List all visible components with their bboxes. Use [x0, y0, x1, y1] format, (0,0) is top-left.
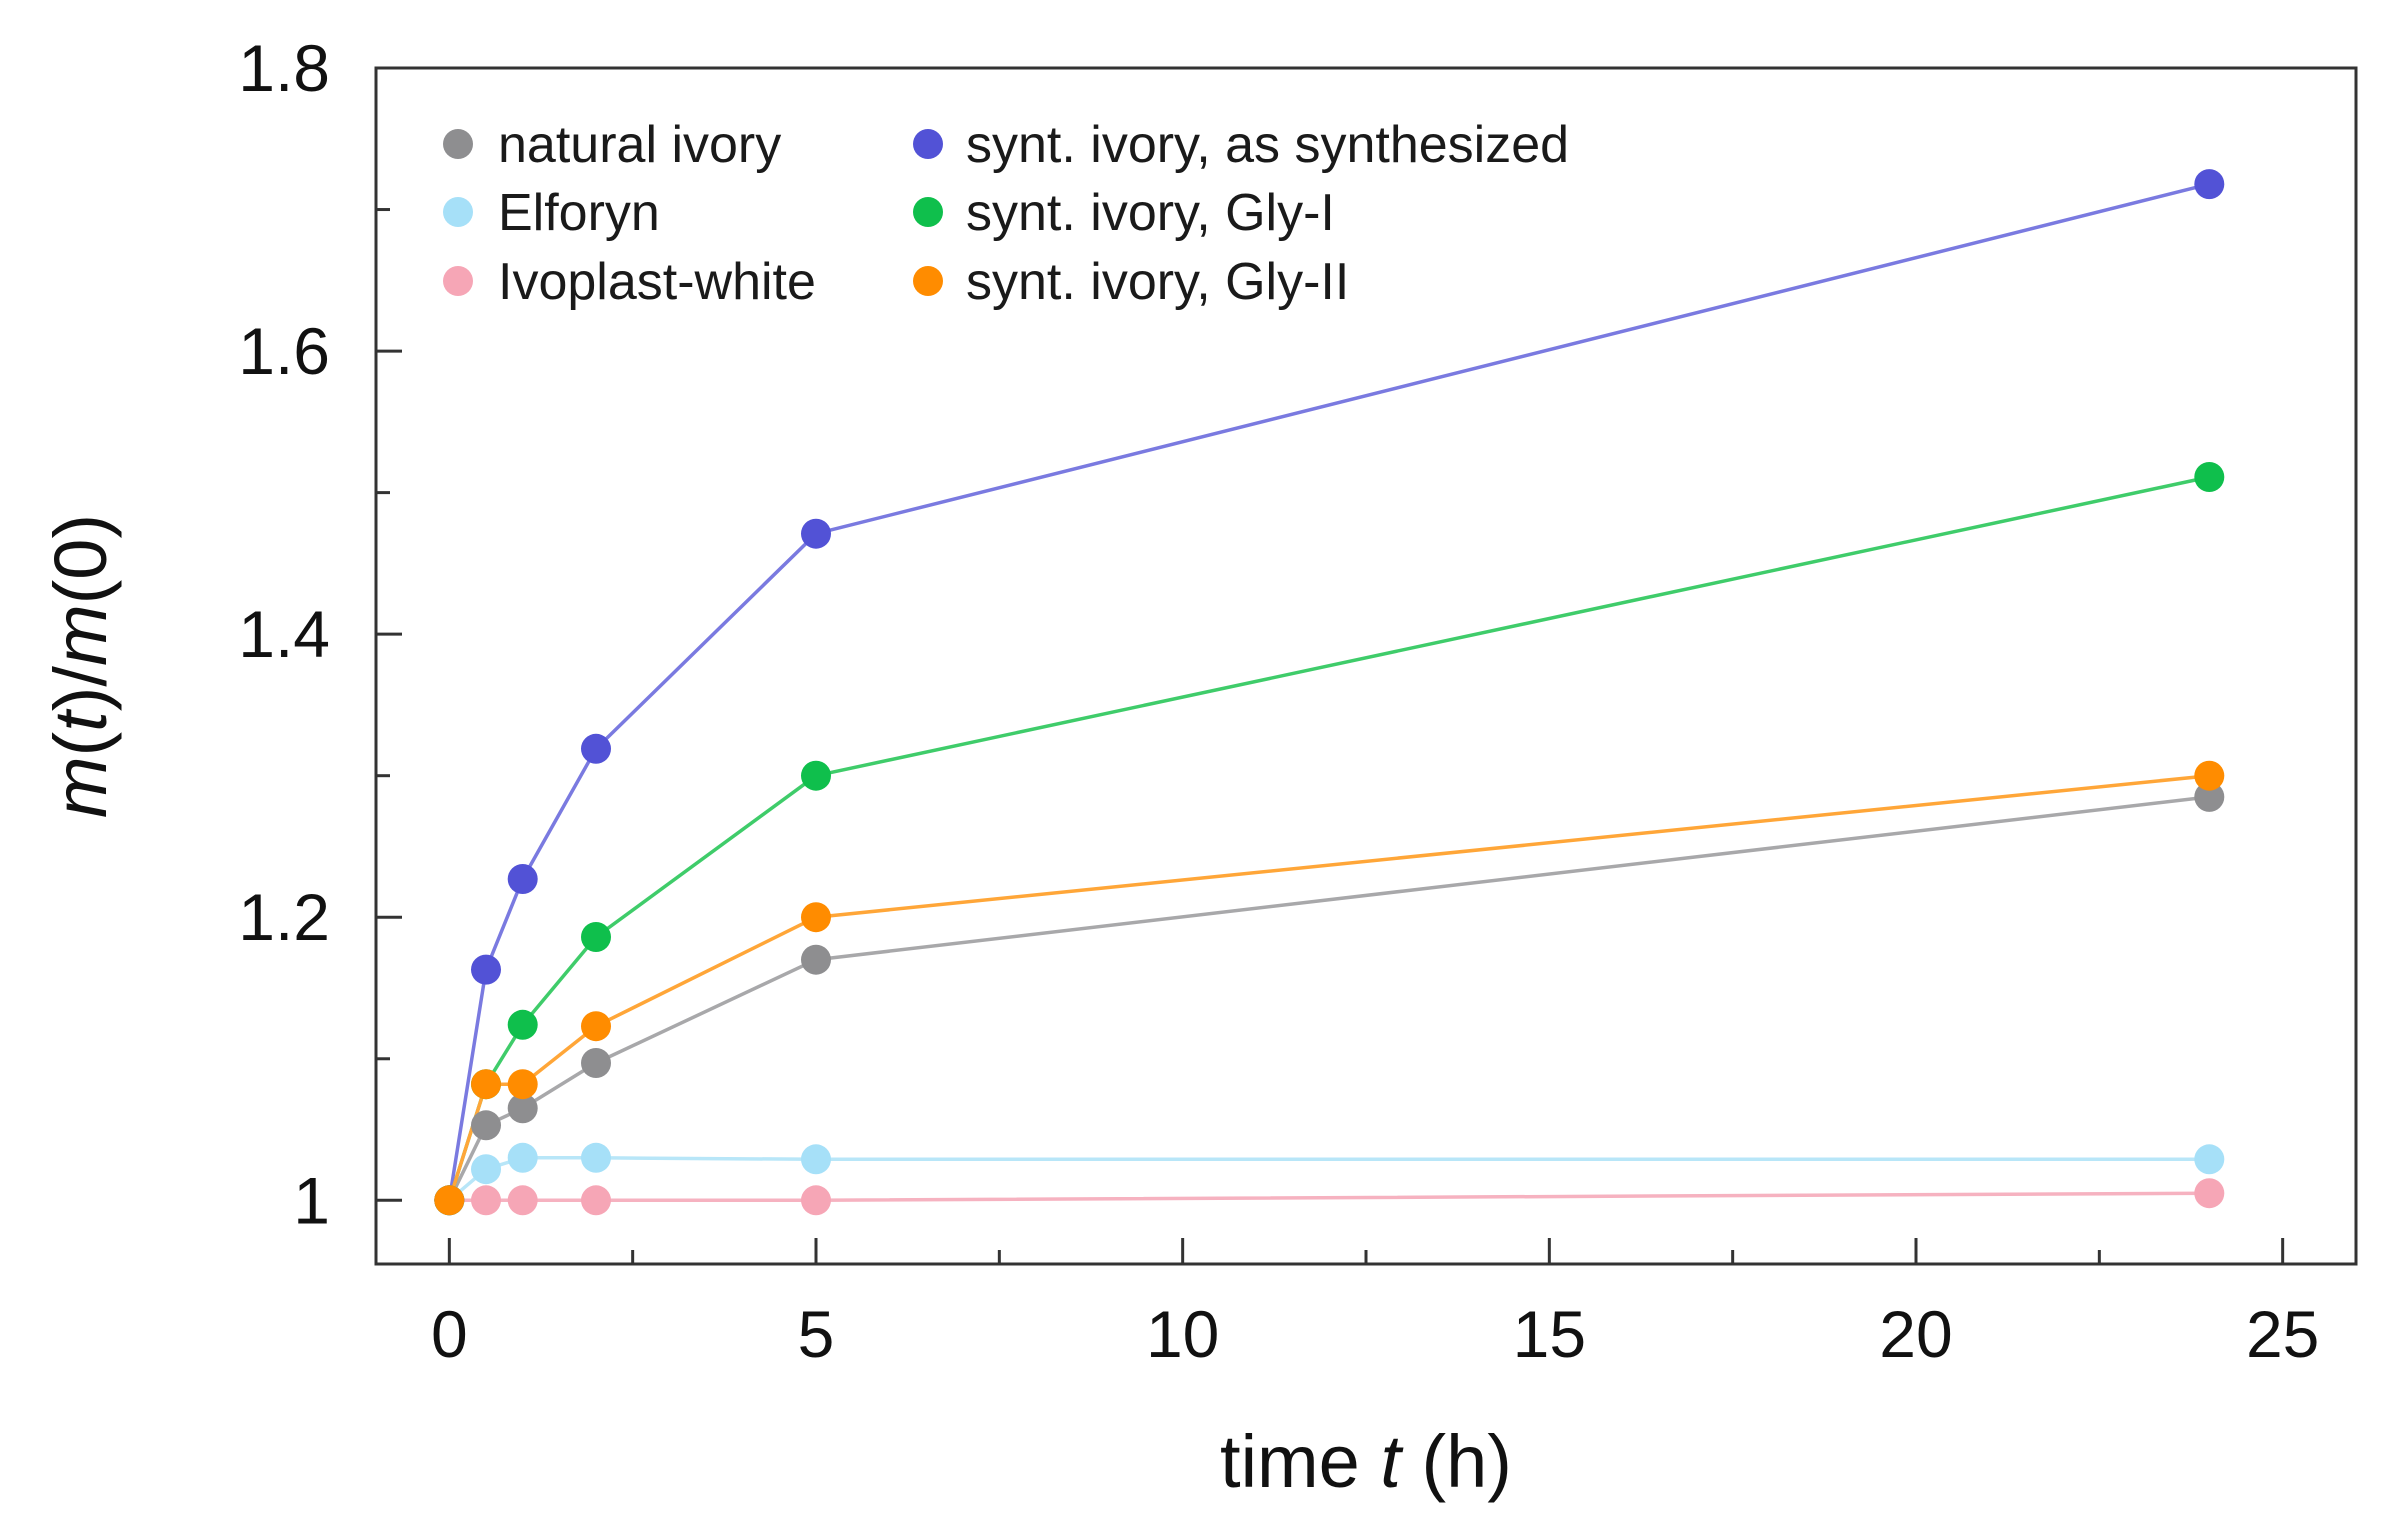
y-tick-labels: 1 1.2 1.4 1.6 1.8 — [238, 31, 330, 1237]
data-point-ivoplast-white — [801, 1185, 831, 1216]
data-point-elforyn — [801, 1144, 831, 1175]
series-line-natural-ivory — [447, 795, 2210, 1202]
y-tick-label: 1.2 — [238, 880, 330, 954]
legend-marker-elforyn — [443, 197, 473, 227]
series-lines — [447, 182, 2210, 1203]
x-tick-labels: 0 5 10 15 20 25 — [431, 1297, 2319, 1371]
y-axis-label-denominator: m — [39, 604, 122, 666]
data-point-synt-ivory-gly-ii — [801, 902, 831, 933]
x-tick-label: 5 — [798, 1297, 835, 1371]
series-line-synt-ivory-gly-ii — [447, 773, 2210, 1201]
data-point-natural-ivory — [581, 1048, 611, 1078]
x-tick-label: 15 — [1513, 1297, 1586, 1371]
data-point-synt-ivory-as-synthesized — [801, 518, 831, 549]
data-point-elforyn — [2194, 1144, 2225, 1175]
y-tick-label: 1.6 — [238, 314, 330, 388]
data-point-synt-ivory-gly-i — [2194, 462, 2225, 492]
x-axis-label-unit: (h) — [1401, 1420, 1512, 1503]
y-axis-label-divider: )/ — [39, 666, 122, 712]
data-point-synt-ivory-gly-ii — [2194, 760, 2225, 791]
legend-label-synt-ivory-gly-i: synt. ivory, Gly-I — [966, 184, 1335, 242]
x-axis-label-variable: t — [1380, 1420, 1404, 1503]
y-axis-label-zero-arg: (0) — [39, 514, 122, 604]
data-point-natural-ivory — [2194, 781, 2225, 812]
legend-marker-ivoplast-white — [443, 266, 473, 296]
data-point-elforyn — [471, 1154, 501, 1185]
data-point-synt-ivory-as-synthesized — [507, 864, 538, 894]
y-tick-label: 1 — [293, 1163, 330, 1237]
data-point-synt-ivory-as-synthesized — [471, 954, 501, 985]
data-point-synt-ivory-as-synthesized — [581, 733, 611, 764]
legend-label-natural-ivory: natural ivory — [498, 116, 781, 174]
y-axis-label: m(t)/m(0) — [39, 514, 122, 818]
legend-marker-synt-ivory-gly-ii — [913, 266, 943, 296]
plot-frame — [374, 66, 2358, 1266]
data-point-synt-ivory-gly-i — [581, 922, 611, 952]
x-tick-label: 20 — [1879, 1297, 1952, 1371]
legend-label-synt-ivory-as-synthesized: synt. ivory, as synthesized — [966, 116, 1569, 174]
legend-marker-natural-ivory — [443, 129, 473, 159]
y-axis-label-open-paren: ( — [39, 731, 122, 756]
legend-label-ivoplast-white: Ivoplast-white — [498, 253, 816, 311]
x-axis-label-prefix: time — [1220, 1420, 1380, 1503]
data-point-synt-ivory-gly-i — [507, 1009, 538, 1040]
x-axis-label: time t (h) — [1220, 1420, 1512, 1503]
data-point-natural-ivory — [507, 1093, 538, 1124]
data-point-synt-ivory-gly-ii — [507, 1069, 538, 1100]
x-tick-label: 0 — [431, 1297, 468, 1371]
data-point-ivoplast-white — [2194, 1178, 2225, 1209]
x-tick-label: 10 — [1146, 1297, 1219, 1371]
series-line-synt-ivory-as-synthesized — [447, 182, 2210, 1201]
data-point-ivoplast-white — [507, 1185, 538, 1216]
data-point-ivoplast-white — [581, 1185, 611, 1216]
legend: natural ivory Elforyn Ivoplast-white syn… — [443, 116, 1569, 311]
data-point-synt-ivory-gly-ii — [471, 1069, 501, 1100]
data-point-ivoplast-white — [471, 1185, 501, 1216]
data-point-elforyn — [507, 1142, 538, 1173]
data-point-natural-ivory — [801, 944, 831, 975]
data-point-synt-ivory-gly-ii — [581, 1011, 611, 1042]
legend-marker-synt-ivory-gly-i — [913, 197, 943, 227]
series-line-ivoplast-white — [449, 1191, 2210, 1203]
y-tick-label: 1.8 — [238, 31, 330, 105]
data-point-synt-ivory-gly-ii — [434, 1185, 465, 1216]
data-point-natural-ivory — [471, 1110, 501, 1141]
data-point-synt-ivory-as-synthesized — [2194, 169, 2225, 200]
x-tick-label: 25 — [2246, 1297, 2319, 1371]
legend-label-elforyn: Elforyn — [498, 184, 660, 242]
axis-ticks — [376, 66, 2285, 1264]
data-point-elforyn — [581, 1142, 611, 1173]
y-axis-label-time-arg: t — [39, 708, 122, 732]
legend-label-synt-ivory-gly-ii: synt. ivory, Gly-II — [966, 253, 1349, 311]
y-axis-label-numerator: m — [39, 756, 122, 818]
y-tick-label: 1.4 — [238, 597, 330, 671]
legend-marker-synt-ivory-as-synthesized — [913, 129, 943, 159]
data-point-synt-ivory-gly-i — [801, 760, 831, 791]
series-line-synt-ivory-gly-i — [447, 475, 2210, 1201]
series-points — [434, 169, 2225, 1216]
